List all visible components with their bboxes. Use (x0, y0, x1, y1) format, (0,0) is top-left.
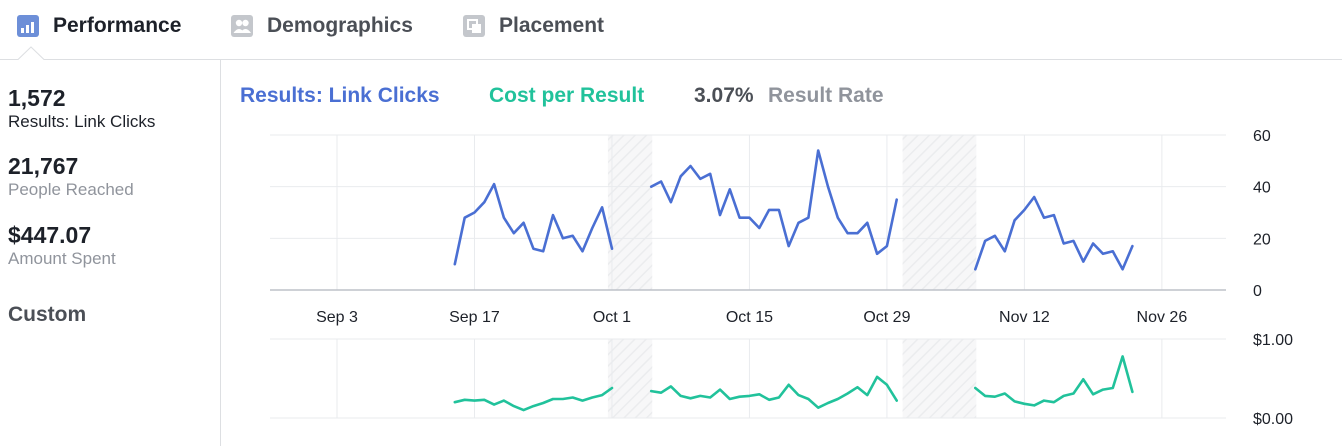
results-y-tick-label: 40 (1253, 180, 1271, 197)
cost-line-segment-0[interactable] (453, 386, 614, 412)
results-line-segment-2[interactable] (973, 195, 1134, 271)
results-line-segment-1[interactable] (649, 149, 899, 256)
stat-reach-value: 21,767 (8, 153, 79, 179)
cost-excluded-period-1 (902, 339, 977, 418)
tab-performance[interactable]: Performance (17, 12, 181, 40)
x-tick-label: Nov 12 (999, 309, 1050, 326)
placement-icon (463, 15, 485, 37)
cost-chart: $0.00 $1.00 (270, 332, 1293, 428)
people-icon (231, 15, 253, 37)
x-tick-label: Sep 3 (316, 309, 358, 326)
x-tick-label: Oct 29 (863, 309, 910, 326)
legend-result-rate-label[interactable]: Result Rate (768, 84, 884, 107)
stat-reach[interactable]: 21,767 People Reached (8, 153, 134, 201)
tab-bar: Performance Demographics Placement (0, 0, 1342, 61)
stat-results-value: 1,572 (8, 85, 66, 111)
custom-metrics-link[interactable]: Custom (8, 303, 87, 326)
cost-line-segment-2[interactable] (973, 355, 1134, 407)
results-excluded-period-1 (902, 135, 977, 290)
stat-spent-value: $447.07 (8, 222, 92, 248)
results-line-segment-0[interactable] (453, 182, 614, 266)
tab-placement-label: Placement (499, 14, 605, 37)
x-tick-label: Nov 26 (1137, 309, 1188, 326)
legend-results[interactable]: Results: Link Clicks (240, 84, 440, 107)
tab-performance-label: Performance (53, 14, 182, 37)
tab-demographics[interactable]: Demographics (231, 12, 413, 40)
tab-demographics-label: Demographics (267, 14, 413, 37)
results-excluded-period-0 (607, 135, 653, 290)
results-y-tick-label: 20 (1253, 231, 1271, 248)
cost-line-segment-1[interactable] (649, 375, 899, 410)
results-chart: Sep 3 Sep 17 Oct 1 Oct 15 Oct 29 Nov 12 Nov 26… (270, 128, 1271, 326)
bar-chart-icon (17, 15, 39, 37)
x-tick-label: Oct 1 (593, 309, 631, 326)
cost-y-tick-label: $1.00 (1253, 332, 1293, 349)
stat-spent-label: Amount Spent (8, 249, 116, 268)
results-y-tick-label: 60 (1253, 128, 1271, 145)
cost-excluded-period-0 (607, 339, 653, 418)
x-tick-label: Oct 15 (726, 309, 773, 326)
legend-cost-per-result[interactable]: Cost per Result (489, 84, 645, 107)
stat-reach-label: People Reached (8, 180, 134, 199)
stat-results-label: Results: Link Clicks (8, 112, 156, 131)
tab-placement[interactable]: Placement (463, 12, 604, 40)
results-y-tick-label: 0 (1253, 283, 1262, 300)
stat-spent[interactable]: $447.07 Amount Spent (8, 222, 116, 270)
cost-y-tick-label: $0.00 (1253, 411, 1293, 428)
x-tick-label: Sep 17 (449, 309, 500, 326)
legend-result-rate-value: 3.07% (694, 84, 754, 107)
active-tab-caret (17, 46, 45, 61)
summary-stats-panel: 1,572 Results: Link Clicks 21,767 People… (0, 60, 221, 446)
stat-results[interactable]: 1,572 Results: Link Clicks (8, 85, 155, 133)
